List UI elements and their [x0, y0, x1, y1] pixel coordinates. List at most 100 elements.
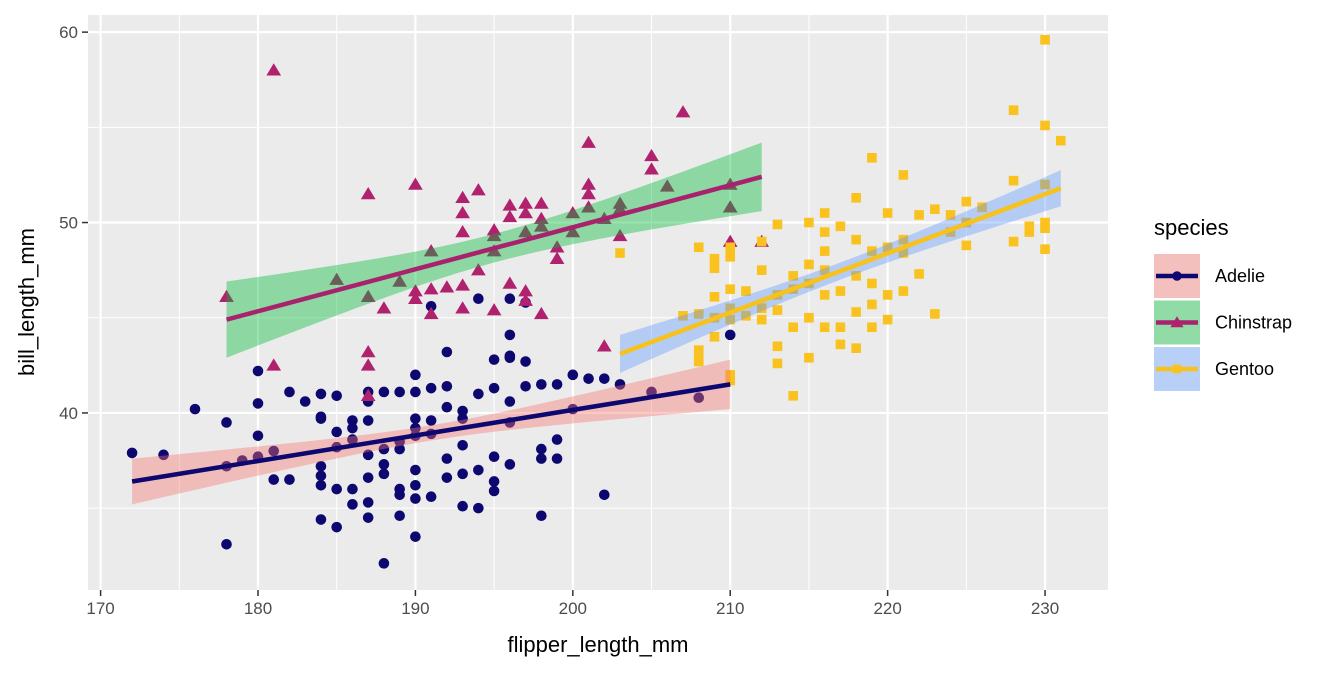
gentoo-point [725, 370, 736, 380]
chinstrap-point [565, 206, 581, 219]
adelie-point [315, 479, 327, 491]
gentoo-point [1008, 175, 1019, 186]
adelie-point [598, 489, 610, 501]
gentoo-point [1040, 34, 1050, 45]
x-tick-label: 190 [401, 599, 429, 618]
grid-lines [88, 15, 1108, 590]
adelie-point [347, 499, 358, 510]
adelie-point [315, 413, 327, 424]
gentoo-point [788, 271, 798, 281]
gentoo-point [819, 246, 830, 256]
chinstrap-point [360, 358, 376, 371]
adelie-point [362, 512, 374, 523]
gentoo-point [709, 291, 720, 302]
legend-label-chinstrap: Chinstrap [1215, 313, 1292, 333]
gentoo-point [945, 210, 956, 220]
x-tick-label: 230 [1031, 599, 1059, 618]
adelie-point [488, 354, 500, 365]
chinstrap-point [423, 282, 439, 295]
gentoo-point [1008, 105, 1019, 115]
gentoo-point [961, 240, 972, 251]
adelie-point [284, 474, 295, 485]
chinstrap-point [533, 306, 549, 320]
chinstrap-point [502, 198, 518, 211]
legend: species Adelie Chinstrap Gentoo [1154, 215, 1292, 391]
gentoo-point [693, 354, 704, 365]
chinstrap-point [549, 251, 565, 264]
chinstrap-point [533, 211, 549, 224]
adelie-point [520, 356, 531, 367]
chinstrap-point [360, 186, 376, 200]
chinstrap-point [455, 190, 470, 204]
adelie-point [362, 449, 374, 461]
gentoo-point [756, 236, 767, 247]
gentoo-point [819, 322, 830, 333]
gentoo-point [1024, 227, 1035, 237]
adelie-point [331, 521, 343, 533]
chinstrap-point [722, 200, 738, 213]
adelie-point [504, 293, 516, 304]
x-tick-label: 180 [244, 599, 272, 618]
adelie-point [724, 329, 736, 341]
gentoo-point [961, 196, 972, 207]
adelie-point [410, 386, 421, 398]
adelie-point [221, 539, 232, 550]
adelie-point [441, 401, 453, 413]
adelie-point [504, 329, 516, 341]
adelie-point [598, 373, 610, 384]
fit-lines [131, 174, 1062, 484]
adelie-point [378, 468, 390, 480]
gentoo-point [804, 259, 814, 270]
chinstrap-point [596, 339, 612, 352]
chinstrap-point [455, 278, 470, 291]
gentoo-point [867, 322, 877, 333]
gentoo-point [1055, 135, 1066, 146]
gentoo-point [615, 248, 625, 258]
gentoo-point [835, 286, 846, 296]
gentoo-point [788, 390, 798, 401]
gentoo-point [867, 152, 877, 163]
gentoo-point [851, 343, 861, 353]
gentoo-point [898, 286, 909, 296]
adelie-point [410, 493, 421, 504]
adelie-point [252, 365, 264, 377]
chinstrap-point [408, 284, 423, 297]
adelie-point [473, 464, 484, 476]
gentoo-point [898, 234, 909, 245]
gentoo-point [1024, 221, 1035, 232]
chinstrap-point [439, 280, 455, 293]
legend-title: species [1154, 215, 1229, 240]
gentoo-point [693, 242, 704, 253]
y-tick-label: 60 [59, 23, 78, 42]
adelie-point [504, 352, 516, 364]
adelie-point [488, 485, 500, 497]
adelie-point [410, 479, 421, 491]
chinstrap-fit-line [225, 174, 763, 322]
gentoo-point [709, 263, 720, 274]
chinstrap-point [502, 209, 518, 223]
adelie-point [488, 382, 500, 394]
chinstrap-point [360, 289, 376, 303]
gentoo-point [1040, 244, 1050, 254]
chinstrap-point [518, 225, 533, 238]
adelie-point [536, 443, 547, 455]
gentoo-point [693, 345, 704, 355]
chinstrap-point [581, 135, 596, 148]
gentoo-point [725, 375, 736, 386]
chinstrap-point [423, 244, 439, 257]
gentoo-point [772, 305, 783, 315]
adelie-point [536, 379, 547, 390]
x-tick-label: 210 [716, 599, 744, 618]
adelie-point [473, 293, 484, 304]
gentoo-point [1040, 217, 1050, 228]
adelie-point [331, 483, 343, 495]
adelie-point [410, 422, 421, 434]
chinstrap-point [376, 301, 392, 314]
chinstrap-point [659, 179, 675, 192]
gentoo-point [804, 217, 814, 228]
chinstrap-point [581, 200, 596, 213]
adelie-point [378, 386, 390, 398]
adelie-point [331, 426, 343, 438]
chinstrap-point [533, 196, 549, 209]
